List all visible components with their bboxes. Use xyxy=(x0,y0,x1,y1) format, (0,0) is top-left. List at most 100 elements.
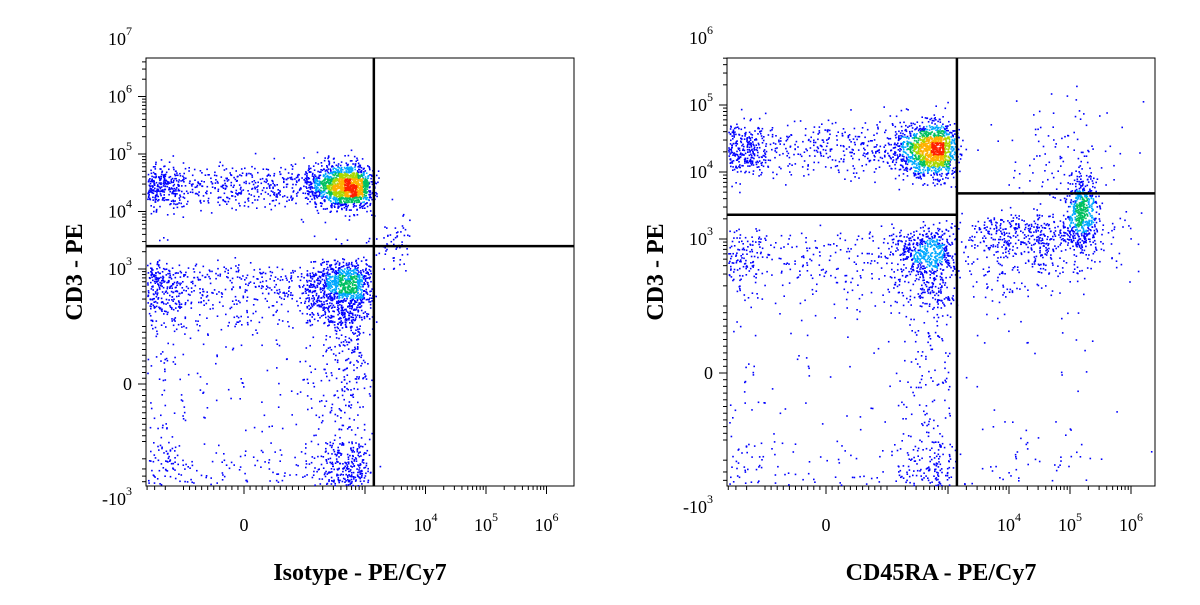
event-dot xyxy=(163,287,165,289)
event-dot xyxy=(313,300,315,302)
event-dot xyxy=(356,269,358,271)
event-dot xyxy=(331,303,333,305)
event-dot xyxy=(324,292,326,294)
event-dot xyxy=(364,318,366,320)
event-dot xyxy=(366,465,368,467)
event-dot xyxy=(323,270,325,272)
event-dot xyxy=(335,281,337,283)
event-dot xyxy=(330,412,332,414)
event-dot xyxy=(173,344,175,346)
event-dot xyxy=(158,265,160,267)
event-dot xyxy=(168,442,170,444)
event-dot xyxy=(344,187,346,189)
event-dot xyxy=(206,383,208,385)
event-dot xyxy=(156,268,158,270)
event-dot xyxy=(323,261,325,263)
event-dot xyxy=(147,265,149,267)
event-dot xyxy=(356,191,358,193)
event-dot xyxy=(233,186,235,188)
event-dot xyxy=(358,265,360,267)
event-dot xyxy=(311,184,313,186)
event-dot xyxy=(336,276,338,278)
event-dot xyxy=(210,192,212,194)
event-dot xyxy=(346,464,348,466)
event-dot xyxy=(282,320,284,322)
event-dot xyxy=(331,204,333,206)
event-dot xyxy=(303,157,305,159)
event-dot xyxy=(364,207,366,209)
event-dot xyxy=(180,276,182,278)
event-dot xyxy=(354,347,356,349)
event-dot xyxy=(327,158,329,160)
event-dot xyxy=(352,170,354,172)
event-dot xyxy=(400,259,402,261)
event-dot xyxy=(339,173,341,175)
event-dot xyxy=(359,467,361,469)
event-dot xyxy=(342,301,344,303)
event-dot xyxy=(225,289,227,291)
event-dot xyxy=(173,463,175,465)
event-dot xyxy=(306,183,308,185)
event-dot xyxy=(327,307,329,309)
event-dot xyxy=(336,278,338,280)
event-dot xyxy=(205,477,207,479)
event-dot xyxy=(346,297,348,299)
event-dot xyxy=(306,176,308,178)
event-dot xyxy=(245,181,247,183)
event-dot xyxy=(336,458,338,460)
event-dot xyxy=(155,199,157,201)
event-dot xyxy=(360,365,362,367)
event-dot xyxy=(247,198,249,200)
event-dot xyxy=(317,313,319,315)
event-dot xyxy=(329,445,331,447)
event-dot xyxy=(179,304,181,306)
event-dot xyxy=(251,166,253,168)
event-dot xyxy=(275,199,277,201)
event-dot xyxy=(317,286,319,288)
event-dot xyxy=(250,173,252,175)
event-dot xyxy=(297,192,299,194)
event-dot xyxy=(310,307,312,309)
event-dot xyxy=(336,378,338,380)
event-dot xyxy=(729,422,731,424)
event-dot xyxy=(166,183,168,185)
event-dot xyxy=(337,469,339,471)
event-dot xyxy=(351,299,353,301)
event-dot xyxy=(235,296,237,298)
event-dot xyxy=(805,402,807,404)
event-dot xyxy=(235,257,237,259)
event-dot xyxy=(244,473,246,475)
event-dot xyxy=(330,442,332,444)
event-dot xyxy=(155,301,157,303)
event-dot xyxy=(315,181,317,183)
event-dot xyxy=(879,456,881,458)
event-dot xyxy=(358,355,360,357)
event-dot xyxy=(321,400,323,402)
event-dot xyxy=(376,254,378,256)
event-dot xyxy=(330,296,332,298)
event-dot xyxy=(340,474,342,476)
event-dot xyxy=(320,183,322,185)
event-dot xyxy=(308,187,310,189)
event-dot xyxy=(369,187,371,189)
event-dot xyxy=(369,454,371,456)
event-dot xyxy=(1084,350,1086,352)
event-dot xyxy=(161,463,163,465)
event-dot xyxy=(739,192,741,194)
event-dot xyxy=(241,324,243,326)
event-dot xyxy=(349,294,351,296)
event-dot xyxy=(807,335,809,337)
event-dot xyxy=(402,225,404,227)
event-dot xyxy=(348,192,350,194)
event-dot xyxy=(362,207,364,209)
event-dot xyxy=(345,324,347,326)
event-dot xyxy=(174,319,176,321)
event-dot xyxy=(370,210,372,212)
event-dot xyxy=(297,465,299,467)
event-dot xyxy=(159,182,161,184)
event-dot xyxy=(187,276,189,278)
event-dot xyxy=(259,269,261,271)
event-dot xyxy=(166,290,168,292)
event-dot xyxy=(324,273,326,275)
event-dot xyxy=(344,300,346,302)
